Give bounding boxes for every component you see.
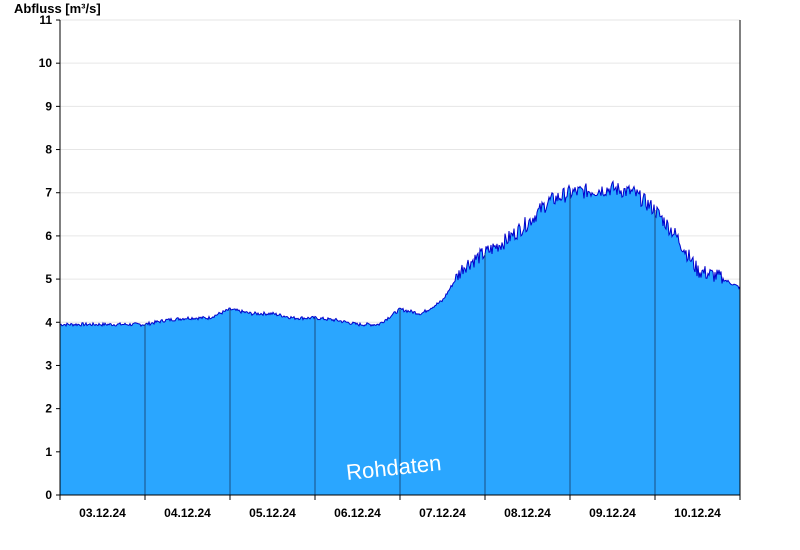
y-tick-label: 7 bbox=[45, 186, 52, 200]
y-tick-labels: 0 1 2 3 4 5 6 7 8 9 10 11 bbox=[39, 13, 60, 502]
y-tick-label: 10 bbox=[39, 56, 53, 70]
x-tick-label: 09.12.24 bbox=[589, 506, 636, 520]
x-tick-label: 03.12.24 bbox=[79, 506, 126, 520]
y-axis-label: Abfluss [m³/s] bbox=[14, 1, 101, 16]
day-dividers bbox=[144, 192, 656, 495]
y-tick-label: 9 bbox=[45, 99, 52, 113]
y-tick-label: 5 bbox=[45, 272, 52, 286]
x-tick-labels: 03.12.24 04.12.24 05.12.24 06.12.24 07.12.24… bbox=[59, 495, 741, 520]
y-tick-label: 1 bbox=[45, 445, 52, 459]
x-tick-label: 04.12.24 bbox=[164, 506, 211, 520]
series-line bbox=[59, 179, 741, 328]
x-tick-label: 10.12.24 bbox=[674, 506, 721, 520]
y-tick-label: 11 bbox=[39, 13, 52, 27]
y-tick-label: 4 bbox=[45, 315, 52, 329]
x-tick-label: 07.12.24 bbox=[419, 506, 466, 520]
x-tick-label: 08.12.24 bbox=[504, 506, 551, 520]
y-tick-label: 6 bbox=[45, 229, 52, 243]
y-tick-label: 3 bbox=[45, 358, 52, 372]
y-tick-label: 8 bbox=[45, 143, 52, 157]
x-tick-label: 05.12.24 bbox=[249, 506, 296, 520]
y-tick-label: 2 bbox=[45, 402, 52, 416]
y-tick-label: 0 bbox=[45, 488, 52, 502]
x-tick-label: 06.12.24 bbox=[334, 506, 381, 520]
